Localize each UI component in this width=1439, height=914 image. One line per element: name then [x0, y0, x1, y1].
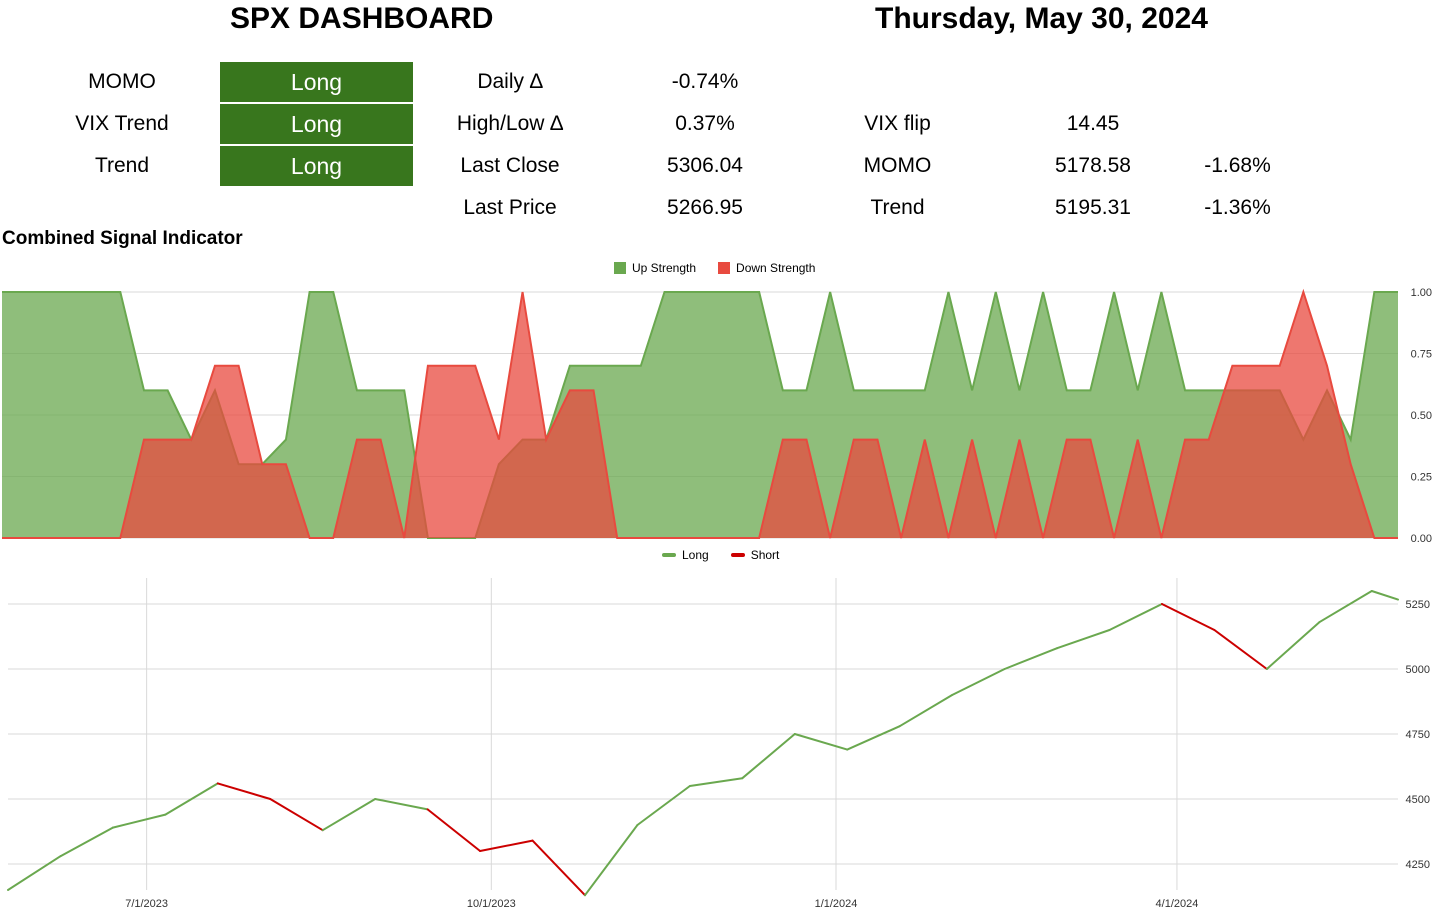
price-segment-short: [1213, 629, 1268, 670]
stat-value-high-low-delta: 0.37%: [675, 112, 735, 135]
price-line-chart: 4250 4500 4750 5000 5250 7/1/2023 10/1/2023 1/1…: [7, 578, 1430, 910]
price-segment-short: [1160, 603, 1216, 631]
level-pct-trend: -1.36%: [1204, 196, 1271, 219]
signal-label-momo: MOMO: [88, 70, 156, 93]
stat-value-daily-delta: -0.74%: [671, 70, 739, 93]
stat-value-last-price: 5266.95: [667, 196, 743, 219]
signal-label-trend: Trend: [94, 154, 150, 177]
level-value-trend: 5195.31: [1055, 196, 1131, 219]
legend-label-up: Up Strength: [632, 261, 697, 275]
price-segment-long: [1003, 647, 1059, 670]
y-tick-label: 0.75: [1411, 349, 1432, 361]
level-label-momo: MOMO: [863, 154, 932, 177]
price-segment-short: [531, 839, 586, 897]
price-segment-long: [636, 785, 691, 826]
dashboard-date: Thursday, May 30, 2024: [875, 2, 1208, 35]
stat-label-last-close: Last Close: [460, 154, 560, 177]
signal-area-chart: 0.00 0.25 0.50 0.75 1.00: [2, 287, 1432, 545]
price-segment-long: [1265, 621, 1321, 670]
stat-label-high-low-delta: High/Low ∆: [456, 112, 564, 135]
price-segment-long: [846, 725, 901, 751]
x-tick-label: 1/1/2024: [815, 898, 858, 910]
stat-label-last-price: Last Price: [463, 196, 557, 219]
price-segment-short: [216, 782, 272, 800]
price-segment-long: [741, 733, 796, 780]
price-segment-long: [898, 694, 954, 728]
price-segment-long: [321, 798, 377, 832]
price-segment-short: [479, 839, 534, 852]
y-tick-label: 1.00: [1411, 287, 1432, 299]
series-line-down: [2, 288, 1398, 539]
level-label-vix-flip: VIX flip: [864, 112, 931, 135]
legend-label-long: Long: [682, 548, 709, 562]
price-segment-long: [374, 798, 429, 811]
y-tick-label: 4500: [1406, 794, 1430, 806]
price-segment-short: [269, 798, 324, 832]
y-tick-label: 4250: [1406, 859, 1430, 871]
level-label-trend: Trend: [870, 196, 925, 219]
price-segment-long: [688, 777, 744, 787]
signal-legend: Up Strength Down Strength: [614, 261, 815, 275]
legend-swatch-short: [730, 553, 745, 557]
y-tick-label: 0.50: [1411, 410, 1432, 422]
y-tick-label: 4750: [1406, 729, 1430, 741]
signal-label-vix-trend: VIX Trend: [75, 112, 169, 135]
signal-trend-status: Long: [220, 146, 413, 186]
level-value-vix-flip: 14.45: [1066, 112, 1120, 135]
legend-label-down: Down Strength: [736, 261, 816, 275]
signal-vix-trend-status: Long: [220, 104, 413, 144]
price-segment-long: [793, 733, 849, 751]
price-segment-long: [59, 826, 114, 858]
y-tick-label: 5250: [1406, 599, 1430, 611]
y-tick-label: 0.00: [1411, 533, 1432, 545]
price-segment-long: [164, 782, 219, 816]
legend-swatch-down: [718, 262, 731, 274]
x-tick-label: 7/1/2023: [125, 898, 168, 910]
x-tick-label: 10/1/2023: [467, 898, 516, 910]
level-value-momo: 5178.58: [1055, 154, 1131, 177]
y-tick-label: 5000: [1406, 664, 1430, 676]
price-segment-long: [1370, 590, 1399, 601]
price-segment-long: [1056, 629, 1111, 650]
price-segment-long: [1108, 603, 1163, 631]
y-tick-label: 0.25: [1411, 472, 1432, 484]
price-segment-short: [426, 808, 482, 852]
price-segment-long: [7, 855, 62, 891]
price-segment-long: [111, 813, 167, 829]
stat-label-daily-delta: Daily ∆: [477, 70, 543, 93]
area-down: [2, 292, 1398, 538]
level-pct-momo: -1.68%: [1204, 154, 1271, 177]
section-title: Combined Signal Indicator: [2, 228, 243, 249]
dashboard-title: SPX DASHBOARD: [230, 2, 494, 35]
legend-swatch-up: [614, 262, 626, 274]
price-segment-long: [1318, 590, 1373, 624]
price-legend: Long Short: [662, 548, 779, 562]
legend-label-short: Short: [750, 548, 780, 562]
price-segment-long: [583, 824, 639, 897]
legend-swatch-long: [662, 553, 676, 557]
x-tick-label: 4/1/2024: [1156, 898, 1199, 910]
price-segment-long: [951, 668, 1006, 696]
stat-value-last-close: 5306.04: [667, 154, 743, 177]
signal-momo-status: Long: [220, 62, 413, 102]
